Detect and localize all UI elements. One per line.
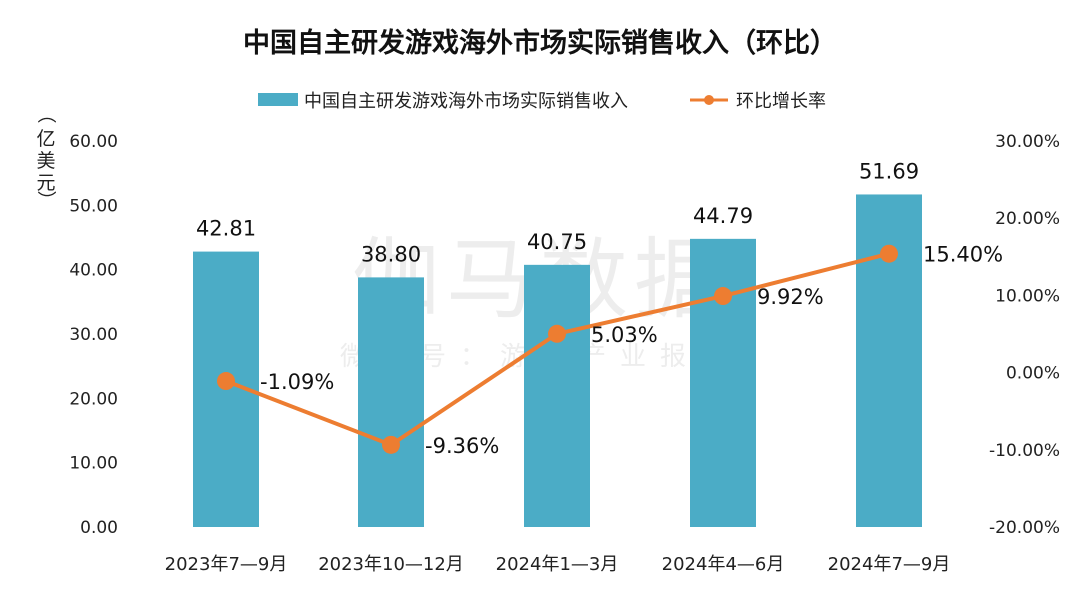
y-right-tick-label: 0.00% xyxy=(1006,364,1060,384)
line-point xyxy=(548,324,566,343)
x-axis: 2023年7—9月 2023年10—12月 2024年1—3月 2024年4—6月 20… xyxy=(165,554,951,575)
ylabel-char: 元 xyxy=(36,172,55,194)
ylabel-char: ） xyxy=(35,190,57,209)
line-point xyxy=(382,435,400,454)
y-left-tick-label: 60.00 xyxy=(69,132,118,152)
legend: 中国自主研发游戏海外市场实际销售收入 环比增长率 xyxy=(258,91,826,112)
bar xyxy=(856,194,922,527)
y-right-tick-label: -10.00% xyxy=(989,441,1060,461)
y-right-tick-label: 20.00% xyxy=(995,209,1060,229)
y-left-tick-label: 0.00 xyxy=(80,518,118,538)
bar-value-label: 44.79 xyxy=(693,204,753,228)
ylabel-char: （ xyxy=(35,104,57,123)
line-point xyxy=(217,372,235,391)
y-left-tick-label: 10.00 xyxy=(69,454,118,474)
y-left-tick-label: 20.00 xyxy=(69,389,118,409)
bar xyxy=(690,238,756,527)
line-value-label: -1.09% xyxy=(260,370,334,394)
x-tick-label: 2023年7—9月 xyxy=(165,554,288,575)
legend-bar-swatch xyxy=(258,93,298,106)
line-series: -1.09% -9.36% 5.03% 9.92% 15.40% xyxy=(217,243,1003,458)
bar-value-label: 51.69 xyxy=(859,159,919,183)
y-left-tick-label: 40.00 xyxy=(69,261,118,281)
bar-series: 42.81 38.80 40.75 44.79 51.69 xyxy=(193,159,922,528)
y-axis-right: -20.00% -10.00% 0.00% 10.00% 20.00% 30.00% xyxy=(989,132,1060,538)
bar-value-label: 42.81 xyxy=(196,217,256,241)
legend-line-label: 环比增长率 xyxy=(736,91,826,112)
x-tick-label: 2024年4—6月 xyxy=(662,554,785,575)
line-point xyxy=(714,287,732,306)
y-axis-left-title: （ 亿 美 元 ） xyxy=(35,104,57,209)
line-value-label: -9.36% xyxy=(425,434,499,458)
line-point xyxy=(880,244,898,263)
y-left-tick-label: 30.00 xyxy=(69,325,118,345)
legend-line-marker xyxy=(704,95,714,105)
bar xyxy=(358,277,424,527)
bar xyxy=(524,264,590,527)
x-tick-label: 2024年1—3月 xyxy=(496,554,619,575)
x-tick-label: 2023年10—12月 xyxy=(318,554,464,575)
legend-bar-label: 中国自主研发游戏海外市场实际销售收入 xyxy=(304,91,628,112)
y-right-tick-label: -20.00% xyxy=(989,518,1060,538)
line-value-label: 15.40% xyxy=(923,243,1003,267)
ylabel-char: 美 xyxy=(36,150,55,172)
y-right-tick-label: 10.00% xyxy=(995,286,1060,306)
y-axis-left: 0.00 10.00 20.00 30.00 40.00 50.00 60.00 xyxy=(69,132,118,538)
ylabel-char: 亿 xyxy=(36,128,55,150)
chart-title: 中国自主研发游戏海外市场实际销售收入（环比） xyxy=(243,27,837,59)
y-left-tick-label: 50.00 xyxy=(69,196,118,216)
x-tick-label: 2024年7—9月 xyxy=(828,554,951,575)
line-value-label: 9.92% xyxy=(757,285,824,309)
y-right-tick-label: 30.00% xyxy=(995,132,1060,152)
bar-value-label: 40.75 xyxy=(527,230,587,254)
line-value-label: 5.03% xyxy=(591,323,658,347)
bar-value-label: 38.80 xyxy=(361,242,421,266)
